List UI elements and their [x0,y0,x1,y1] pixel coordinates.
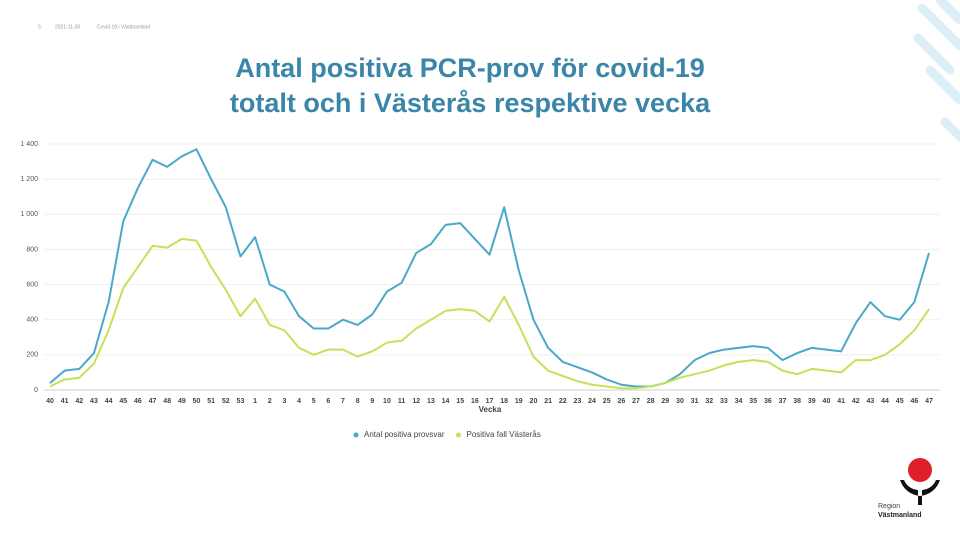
x-axis-label: Vecka [479,405,502,414]
y-tick-label: 200 [26,352,38,359]
x-tick-label: 23 [574,398,582,405]
source: Covid-19 i Västmanland [97,24,150,30]
x-tick-label: 43 [90,398,98,405]
x-tick-label: 26 [617,398,625,405]
x-tick-label: 31 [691,398,699,405]
chart-title: Antal positiva PCR-prov för covid-19 [235,53,705,83]
chart-subtitle: totalt och i Västerås respektive vecka [230,88,711,118]
x-tick-label: 17 [486,398,494,405]
x-tick-label: 52 [222,398,230,405]
x-tick-label: 46 [134,398,142,405]
y-tick-label: 1 400 [20,141,38,148]
x-tick-label: 11 [398,398,406,405]
x-tick-label: 10 [383,398,391,405]
x-tick-label: 8 [356,398,360,405]
x-tick-label: 24 [588,398,596,405]
logo-circle [908,458,932,482]
x-tick-label: 16 [471,398,479,405]
x-tick-label: 44 [881,398,889,405]
x-tick-label: 27 [632,398,640,405]
x-tick-label: 44 [105,398,113,405]
x-tick-label: 41 [837,398,845,405]
x-tick-label: 42 [75,398,83,405]
x-tick-label: 3 [282,398,286,405]
x-tick-label: 28 [647,398,655,405]
date: 2021-11-30 [55,24,80,30]
legend-marker [353,432,359,438]
x-tick-label: 50 [193,398,201,405]
legend-marker [455,432,461,438]
y-tick-label: 600 [26,281,38,288]
x-tick-label: 13 [427,398,435,405]
x-tick-label: 43 [867,398,875,405]
x-tick-label: 48 [163,398,171,405]
x-tick-label: 49 [178,398,186,405]
x-tick-label: 4 [297,398,301,405]
y-tick-label: 400 [26,317,38,324]
y-tick-label: 0 [34,387,38,394]
page-number: 5 [38,24,41,30]
x-tick-label: 42 [852,398,860,405]
x-tick-label: 18 [500,398,508,405]
x-tick-label: 34 [735,398,743,405]
x-tick-label: 45 [119,398,127,405]
x-tick-label: 32 [705,398,713,405]
x-tick-label: 47 [149,398,157,405]
y-tick-label: 800 [26,246,38,253]
x-tick-label: 9 [370,398,374,405]
x-tick-label: 21 [544,398,552,405]
line-series [49,237,930,390]
decoration [913,0,960,142]
x-tick-label: 25 [603,398,611,405]
x-tick-label: 53 [237,398,245,405]
x-tick-label: 51 [207,398,215,405]
logo-text: Västmanland [878,512,922,519]
x-tick-label: 20 [530,398,538,405]
x-tick-label: 15 [456,398,464,405]
x-tick-label: 41 [61,398,69,405]
x-tick-label: 33 [720,398,728,405]
line-series [49,148,930,388]
x-tick-label: 29 [661,398,669,405]
x-tick-label: 2 [268,398,272,405]
x-tick-label: 19 [515,398,523,405]
legend-label: Positiva fall Västerås [466,430,540,439]
x-tick-label: 45 [896,398,904,405]
x-tick-label: 14 [442,398,450,405]
x-tick-label: 39 [808,398,816,405]
logo: Region Västmanland [878,458,940,519]
x-tick-label: 40 [46,398,54,405]
x-tick-label: 7 [341,398,345,405]
x-tick-label: 30 [676,398,684,405]
x-tick-label: 46 [910,398,918,405]
x-tick-label: 40 [823,398,831,405]
x-tick-label: 22 [559,398,567,405]
x-tick-label: 47 [925,398,933,405]
x-tick-label: 35 [749,398,757,405]
logo-figure [900,480,940,505]
logo-text: Region [878,503,900,510]
x-tick-label: 6 [326,398,330,405]
x-tick-label: 38 [793,398,801,405]
x-tick-label: 5 [312,398,316,405]
x-tick-label: 12 [412,398,420,405]
y-tick-label: 1 000 [20,211,38,218]
x-tick-label: 37 [779,398,787,405]
x-tick-label: 1 [253,398,257,405]
legend-label: Antal positiva provsvar [364,430,445,439]
x-tick-label: 36 [764,398,772,405]
y-tick-label: 1 200 [20,176,38,183]
